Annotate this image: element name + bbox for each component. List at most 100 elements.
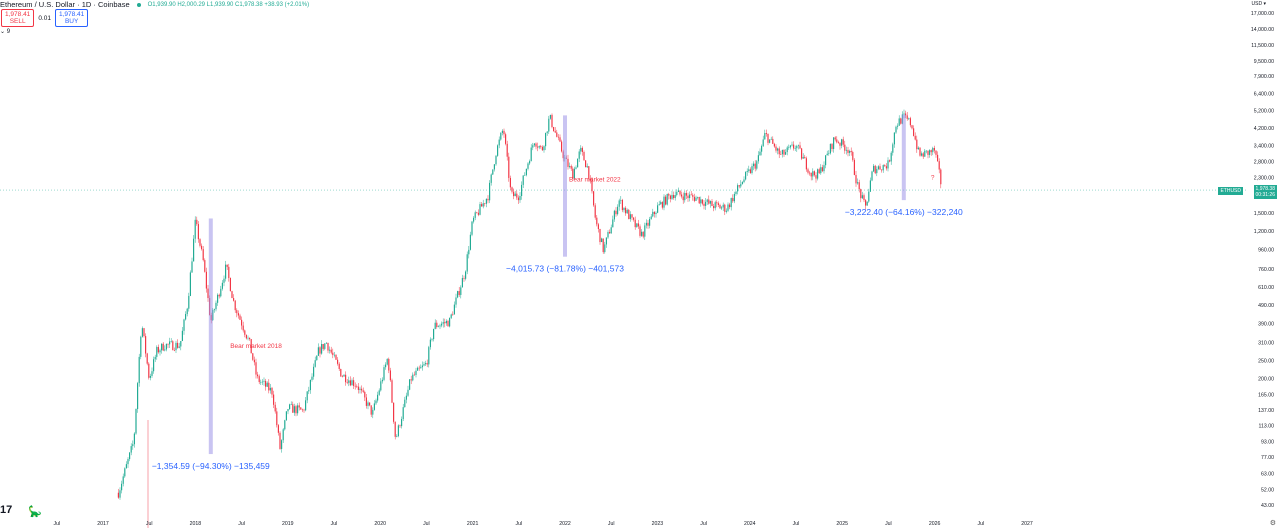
y-tick-label: 2,300.00 bbox=[1254, 176, 1274, 182]
candle bbox=[508, 156, 510, 178]
candle bbox=[204, 260, 206, 272]
candle bbox=[231, 291, 233, 299]
time-axis[interactable]: Jul 2017 Jul 2018 Jul 2019 Jul 2020 Jul 2021 Jul 20… bbox=[53, 521, 1032, 527]
gear-icon[interactable]: ⚙ bbox=[1269, 520, 1276, 527]
candle bbox=[633, 217, 635, 220]
candle bbox=[722, 204, 724, 208]
text-annotation[interactable]: ? bbox=[931, 174, 935, 181]
candle bbox=[581, 147, 583, 152]
candle bbox=[265, 380, 267, 387]
candle bbox=[495, 155, 497, 165]
candle bbox=[813, 171, 815, 176]
candle bbox=[122, 476, 124, 484]
candle bbox=[623, 207, 625, 211]
indicators-toggle[interactable]: ⌄ 9 bbox=[0, 29, 11, 35]
sell-button[interactable]: 1,978.41 SELL bbox=[1, 9, 35, 27]
candle bbox=[541, 146, 543, 151]
candle bbox=[356, 386, 358, 387]
candle bbox=[481, 204, 483, 207]
candle bbox=[557, 136, 559, 138]
candle bbox=[236, 310, 238, 314]
candle bbox=[933, 147, 935, 151]
candle bbox=[599, 229, 601, 243]
y-tick-label: 5,200.00 bbox=[1254, 108, 1274, 114]
candle bbox=[573, 168, 575, 179]
candle bbox=[391, 380, 393, 403]
candle bbox=[833, 137, 835, 150]
tradingview-logo-icon[interactable]: 17 bbox=[0, 504, 13, 516]
candle bbox=[689, 194, 691, 199]
candle bbox=[385, 364, 387, 368]
candle bbox=[225, 264, 227, 279]
candle bbox=[660, 202, 662, 205]
candle bbox=[913, 128, 915, 136]
candle bbox=[490, 174, 492, 183]
dinosaur-icon[interactable]: 🦕 bbox=[28, 506, 42, 518]
candle bbox=[172, 341, 174, 351]
y-tick-label: 250.00 bbox=[1258, 358, 1274, 364]
candle bbox=[777, 148, 779, 151]
x-tick-label: Jul bbox=[608, 521, 615, 527]
candle bbox=[509, 177, 511, 188]
candle bbox=[607, 232, 609, 238]
price-range-bar[interactable] bbox=[901, 114, 906, 201]
candle bbox=[180, 340, 182, 347]
candle bbox=[618, 200, 620, 207]
candle bbox=[151, 371, 153, 376]
candle bbox=[820, 167, 822, 174]
symbol-title[interactable]: Ethereum / U.S. Dollar · 1D · Coinbase bbox=[0, 0, 130, 9]
candle bbox=[569, 165, 571, 167]
x-tick-label: 2020 bbox=[374, 521, 386, 527]
candle bbox=[874, 165, 876, 174]
x-tick-label: Jul bbox=[515, 521, 522, 527]
candle bbox=[711, 201, 713, 206]
candle bbox=[575, 167, 577, 169]
y-tick-label: 490.00 bbox=[1258, 303, 1274, 309]
x-tick-label: 2019 bbox=[282, 521, 294, 527]
candle bbox=[908, 118, 910, 119]
candle bbox=[252, 353, 254, 360]
x-tick-label: 2018 bbox=[190, 521, 202, 527]
candle bbox=[605, 237, 607, 245]
candle bbox=[452, 314, 454, 316]
price-range-bar[interactable] bbox=[208, 218, 213, 455]
buy-button[interactable]: 1,978.41 BUY bbox=[54, 9, 89, 27]
candle bbox=[479, 204, 481, 215]
price-range-bar[interactable] bbox=[563, 115, 567, 257]
candle bbox=[677, 190, 679, 193]
candle bbox=[271, 387, 273, 395]
candle bbox=[279, 432, 281, 449]
candle bbox=[591, 180, 593, 192]
candle bbox=[229, 277, 231, 292]
candle bbox=[679, 190, 681, 195]
text-annotation[interactable]: Bear market 2022 bbox=[569, 176, 621, 183]
candle bbox=[858, 182, 860, 190]
y-tick-label: 11,500.00 bbox=[1251, 43, 1274, 49]
candle bbox=[589, 178, 591, 181]
candle bbox=[159, 350, 161, 353]
candle bbox=[426, 363, 428, 365]
candle bbox=[441, 323, 443, 326]
candle bbox=[273, 394, 275, 405]
price-axis[interactable]: 17,000.00 14,000.00 11,500.00 9,500.00 7,900… bbox=[1251, 11, 1274, 509]
candle bbox=[655, 212, 657, 215]
candle bbox=[260, 381, 262, 383]
candle bbox=[674, 195, 676, 199]
candle bbox=[177, 342, 179, 348]
candle bbox=[906, 115, 908, 119]
candle bbox=[701, 199, 703, 204]
candle bbox=[700, 199, 702, 204]
currency-selector[interactable]: USD ▾ bbox=[1252, 1, 1266, 7]
text-annotation[interactable]: Bear market 2018 bbox=[230, 343, 282, 350]
candle bbox=[349, 380, 351, 386]
candle bbox=[164, 349, 166, 351]
candle bbox=[909, 118, 911, 126]
chart-header: Ethereum / U.S. Dollar · 1D · Coinbase O… bbox=[0, 0, 309, 9]
candle bbox=[457, 291, 459, 298]
candle bbox=[319, 347, 321, 354]
candle bbox=[801, 148, 803, 159]
candle bbox=[769, 139, 771, 143]
candle bbox=[805, 158, 807, 170]
candle bbox=[724, 204, 726, 212]
